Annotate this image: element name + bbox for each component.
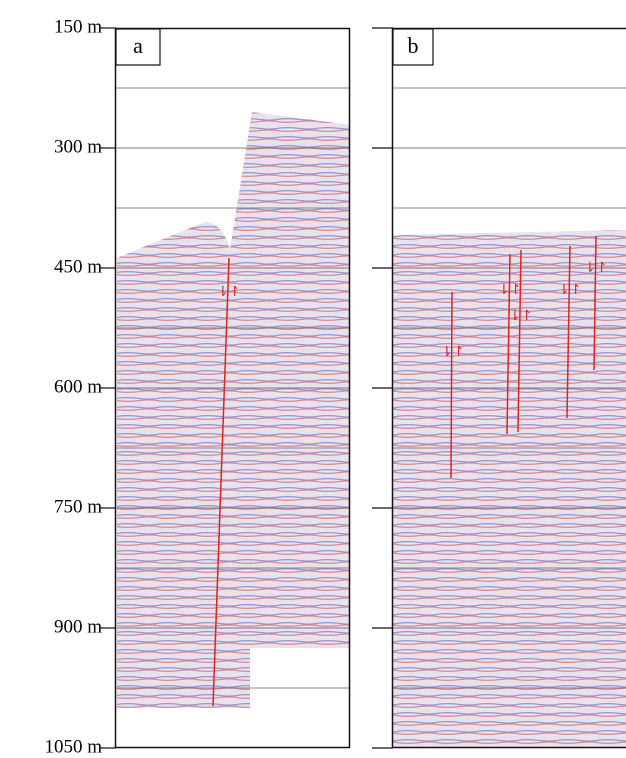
seismic-section-a [117, 112, 350, 708]
tick-label: 450 m [54, 256, 102, 277]
tick-label: 900 m [54, 616, 102, 637]
svg-text:⇂↾: ⇂↾ [509, 308, 532, 324]
svg-text:⇂↾: ⇂↾ [498, 282, 521, 298]
svg-text:⇂↾: ⇂↾ [441, 344, 464, 360]
panel-label: b [408, 33, 419, 58]
svg-text:⇂↾: ⇂↾ [558, 282, 581, 298]
tick-label: 300 m [54, 136, 102, 157]
tick-label: 150 m [54, 16, 102, 37]
figure: ⇂↾ ⇂↾ ⇂↾ ⇂↾ ⇂↾ ⇂↾ 150 m300 m450 m600 m75… [0, 0, 626, 758]
tick-label: 1050 m [44, 736, 102, 757]
tick-label: 600 m [54, 376, 102, 397]
svg-text:⇂↾: ⇂↾ [217, 284, 240, 300]
panel-label: a [133, 33, 143, 58]
tick-label: 750 m [54, 496, 102, 517]
